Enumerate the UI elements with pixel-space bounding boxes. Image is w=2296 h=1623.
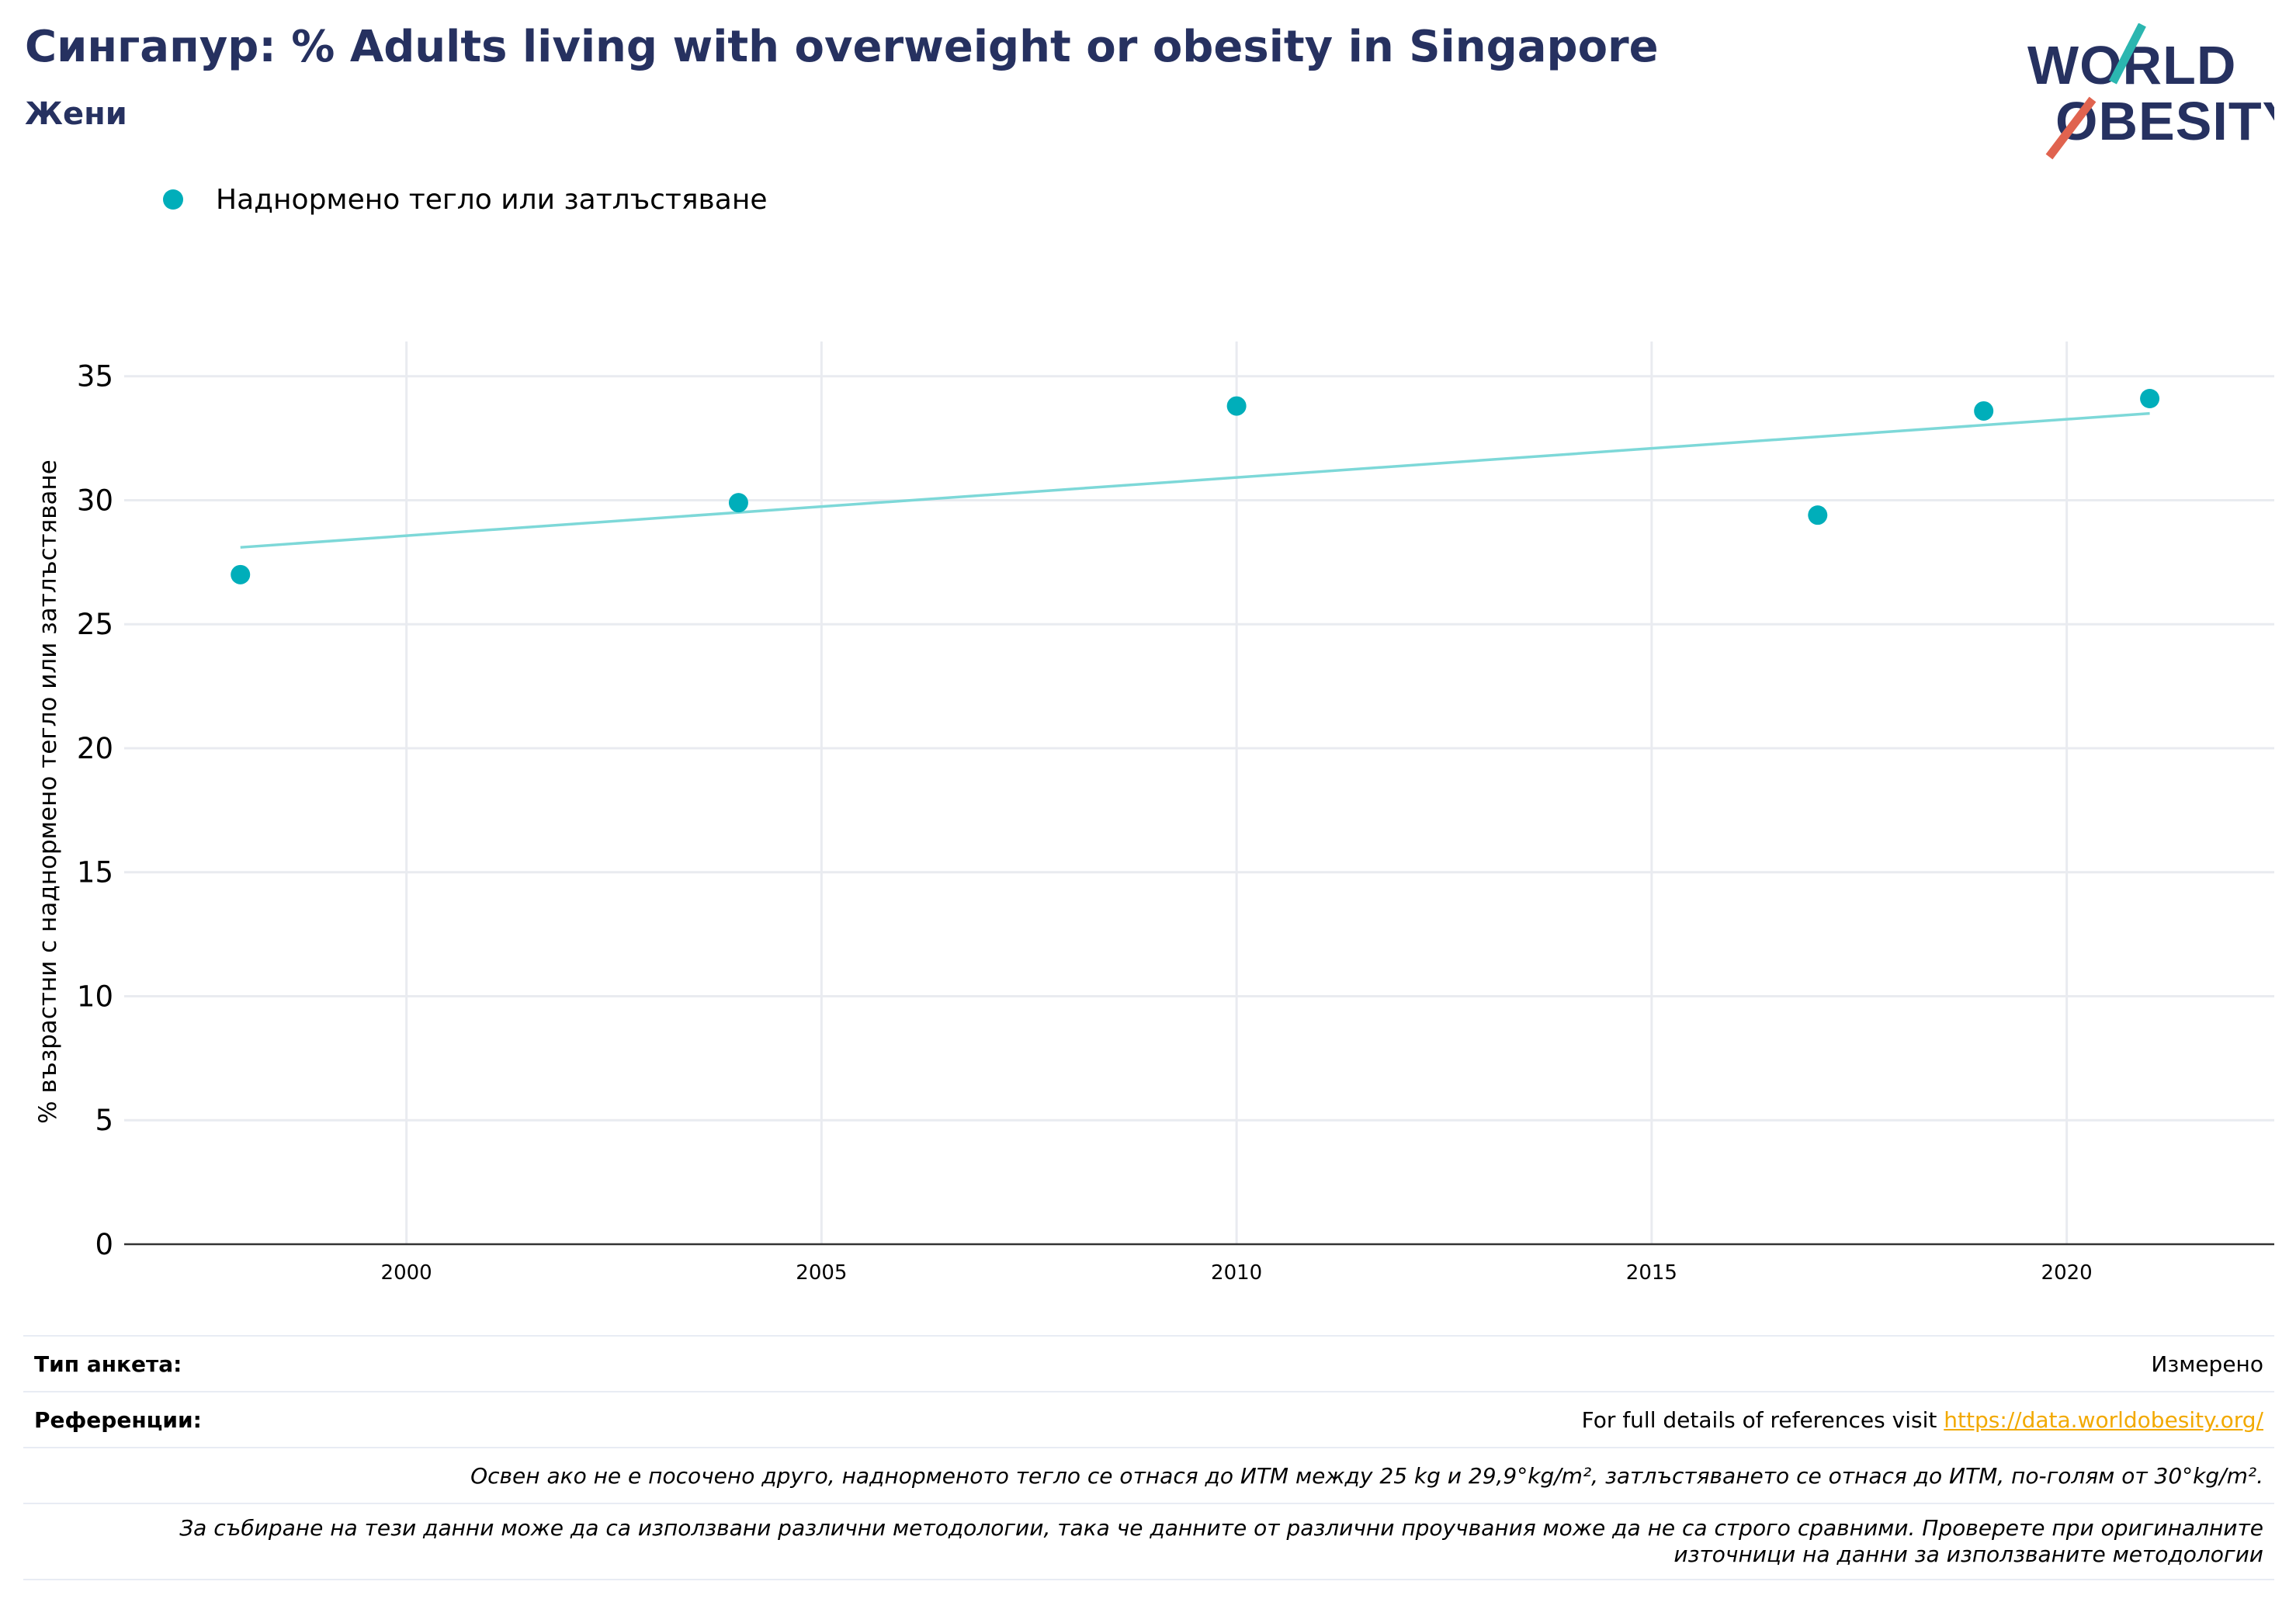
definition-note: Освен ако не е посочено друго, наднормен…: [470, 1462, 2263, 1489]
y-tick-label: 35: [77, 360, 113, 394]
scatter-chart: 0 5 10 15 20 25 30 35 2000 2005 2010 2015 2020: [77, 342, 2274, 1285]
legend-label: Наднормено тегло или затлъстяване: [216, 183, 768, 216]
x-tick-label: 2020: [2041, 1261, 2093, 1285]
y-tick-label: 30: [77, 484, 113, 517]
survey-type-label: Тип анкета:: [34, 1351, 182, 1377]
chart-footer: Тип анкета: Измерено Референции: For ful…: [23, 1335, 2274, 1580]
references-text-wrap: For full details of references visit htt…: [1582, 1407, 2263, 1433]
world-obesity-logo: WORLD OBESITY: [2027, 23, 2274, 160]
definition-note-row: Освен ако не е посочено друго, наднормен…: [23, 1447, 2274, 1503]
survey-type-value: Измерено: [2151, 1351, 2263, 1377]
data-point: [1226, 396, 1247, 416]
survey-type-row: Тип анкета: Измерено: [23, 1335, 2274, 1391]
data-point: [728, 493, 748, 513]
y-tick-label: 0: [95, 1228, 113, 1261]
data-point: [2140, 388, 2160, 408]
references-link[interactable]: https://data.worldobesity.org/: [1944, 1406, 2263, 1433]
y-tick-label: 5: [95, 1104, 113, 1137]
y-tick-label: 10: [77, 980, 113, 1013]
x-tick-label: 2000: [381, 1261, 432, 1285]
legend-marker: [163, 189, 183, 210]
trendline: [240, 411, 2150, 549]
y-tick-label: 15: [77, 856, 113, 890]
page-title: Сингапур: % Adults living with overweigh…: [25, 22, 1659, 72]
tick-labels: 0 5 10 15 20 25 30 35 2000 2005 2010 2015 2020: [77, 360, 2093, 1285]
data-point: [231, 564, 251, 584]
x-tick-label: 2015: [1626, 1261, 1677, 1285]
references-row: Референции: For full details of referenc…: [23, 1391, 2274, 1447]
logo-slash-red: [2045, 96, 2097, 160]
data-point: [1808, 505, 1828, 525]
methodology-note-row: За събиране на тези данни може да са изп…: [23, 1503, 2274, 1580]
chart-legend[interactable]: Наднормено тегло или затлъстяване: [163, 180, 768, 219]
logo-slash-teal: [2109, 23, 2146, 85]
references-text: For full details of references visit: [1581, 1406, 1944, 1433]
page-subtitle: Жени: [25, 96, 127, 132]
grid-lines: [124, 342, 2274, 1244]
y-tick-label: 25: [77, 608, 113, 641]
x-tick-label: 2010: [1211, 1261, 1262, 1285]
x-tick-label: 2005: [796, 1261, 847, 1285]
data-point: [1974, 401, 1994, 421]
y-tick-label: 20: [77, 732, 113, 765]
references-label: Референции:: [34, 1406, 202, 1433]
methodology-note: За събиране на тези данни може да са изп…: [179, 1515, 2263, 1567]
data-points: [231, 388, 2160, 584]
y-axis-label: % възрастни с наднормено тегло или затлъ…: [34, 460, 62, 1124]
trendline-group: [240, 411, 2150, 549]
